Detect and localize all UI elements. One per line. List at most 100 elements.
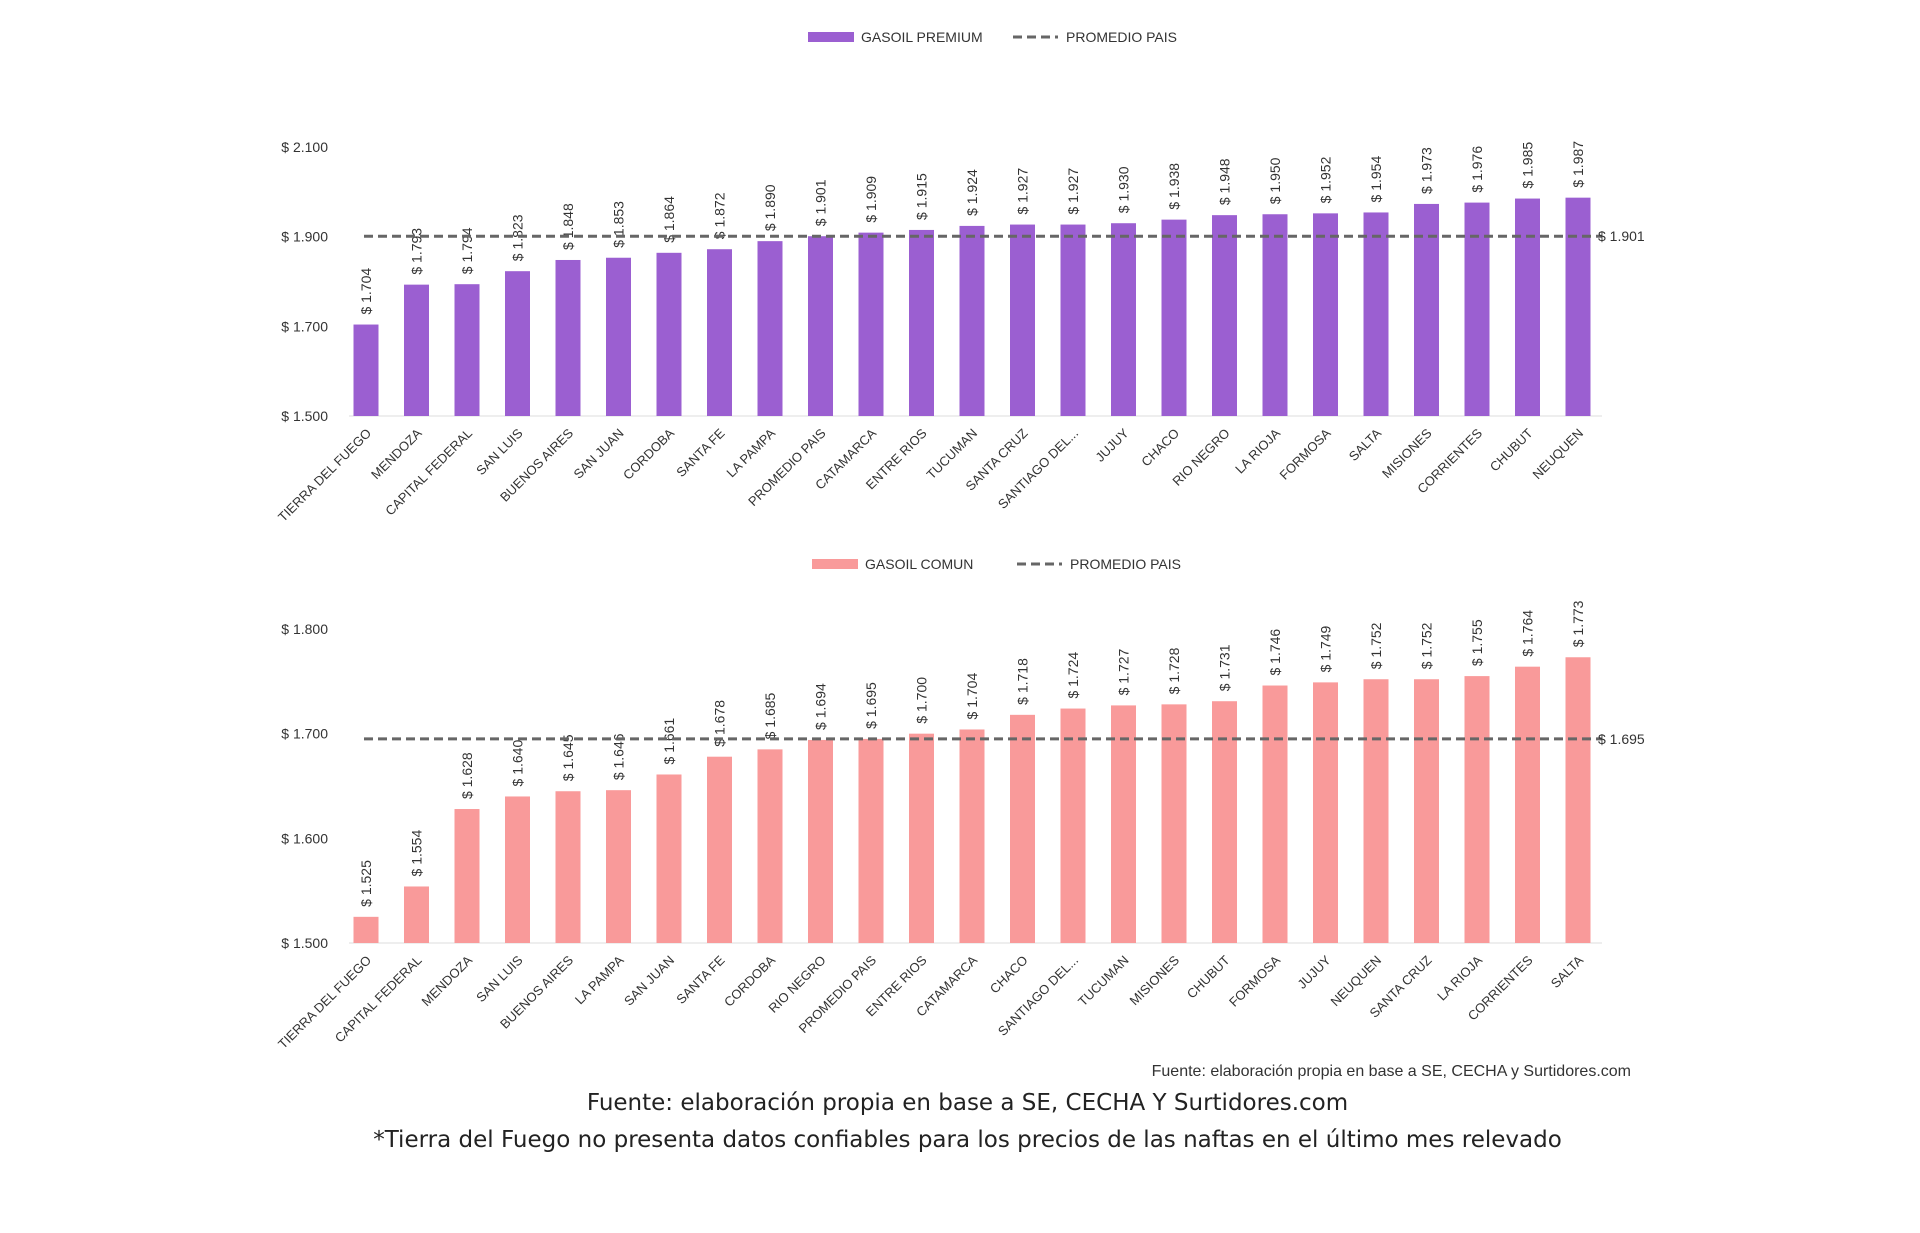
data-label: $ 1.948: [1217, 158, 1233, 205]
x-tick-label: LA PAMPA: [723, 425, 778, 480]
data-label: $ 1.752: [1368, 622, 1384, 669]
bar: [1161, 219, 1187, 416]
bar: [1111, 223, 1136, 416]
bar: [1313, 213, 1338, 416]
legend-label: PROMEDIO PAIS: [1066, 29, 1177, 45]
data-label: $ 1.554: [409, 830, 425, 877]
x-tick-label: TUCUMAN: [1075, 953, 1132, 1010]
data-label: $ 1.525: [358, 860, 374, 907]
bar: [1262, 685, 1288, 943]
bar: [707, 249, 732, 416]
bar: [1262, 214, 1288, 416]
x-tick-label: LA RIOJA: [1434, 952, 1485, 1003]
bar: [1565, 657, 1591, 943]
bar: [1464, 676, 1490, 943]
bar: [1515, 666, 1540, 943]
bar: [959, 729, 985, 943]
legend-label: GASOIL PREMIUM: [861, 29, 983, 45]
x-tick-label: CHACO: [987, 953, 1031, 997]
data-label: $ 1.727: [1116, 648, 1132, 695]
average-label: $ 1.901: [1598, 228, 1645, 244]
bar: [909, 229, 934, 416]
data-label: $ 1.764: [1520, 610, 1536, 657]
bar: [959, 225, 985, 416]
data-label: $ 1.661: [661, 718, 677, 765]
x-tick-label: JUJUY: [1294, 952, 1333, 991]
data-label: $ 1.927: [1065, 168, 1081, 215]
data-label: $ 1.985: [1520, 142, 1536, 189]
data-label: $ 1.901: [813, 179, 829, 226]
x-tick-label: SALTA: [1548, 952, 1587, 991]
data-label: $ 1.973: [1419, 147, 1435, 194]
data-label: $ 1.704: [358, 268, 374, 315]
x-tick-label: FORMOSA: [1277, 425, 1334, 482]
bar: [1111, 705, 1136, 943]
bar: [555, 259, 581, 416]
average-label: $ 1.695: [1598, 731, 1645, 747]
data-label: $ 1.755: [1469, 619, 1485, 666]
bar: [808, 236, 833, 416]
bar: [505, 796, 530, 943]
data-label: $ 1.752: [1419, 622, 1435, 669]
bar: [1363, 679, 1389, 943]
data-label: $ 1.704: [964, 673, 980, 720]
bar: [1464, 202, 1490, 416]
y-tick-label: $ 1.500: [281, 935, 328, 951]
x-tick-label: CHACO: [1138, 426, 1182, 470]
y-tick-label: $ 1.900: [281, 229, 328, 245]
bar: [707, 756, 732, 943]
data-label: $ 1.678: [712, 700, 728, 747]
data-label: $ 1.731: [1217, 644, 1233, 691]
y-tick-label: $ 1.600: [281, 830, 328, 846]
y-tick-label: $ 1.700: [281, 726, 328, 742]
x-tick-label: LA RIOJA: [1232, 425, 1283, 476]
footer-source: Fuente: elaboración propia en base a SE,…: [586, 1090, 1349, 1116]
data-label: $ 1.645: [560, 734, 576, 781]
x-tick-label: CORDOBA: [620, 425, 677, 482]
data-label: $ 1.950: [1267, 157, 1283, 204]
data-label: $ 1.924: [964, 169, 980, 216]
bar: [1414, 679, 1439, 943]
bar: [404, 886, 429, 943]
y-tick-label: $ 1.800: [281, 621, 328, 637]
legend-swatch: [808, 32, 854, 42]
data-label: $ 1.938: [1166, 163, 1182, 210]
bar: [858, 738, 884, 943]
data-label: $ 1.724: [1065, 652, 1081, 699]
data-label: $ 1.872: [712, 192, 728, 239]
x-tick-label: JUJUY: [1092, 425, 1131, 464]
bar: [1212, 701, 1237, 943]
data-label: $ 1.628: [459, 752, 475, 799]
y-tick-label: $ 1.500: [281, 408, 328, 424]
data-label: $ 1.773: [1570, 600, 1586, 647]
bar: [1363, 212, 1389, 416]
x-tick-label: SANTA FE: [673, 425, 728, 480]
legend-swatch: [812, 559, 858, 569]
data-label: $ 1.728: [1166, 647, 1182, 694]
data-label: $ 1.853: [611, 201, 627, 248]
x-tick-label: CHUBUT: [1487, 425, 1536, 474]
x-tick-label: SAN LUIS: [473, 425, 526, 478]
x-tick-label: MENDOZA: [419, 952, 476, 1009]
x-tick-label: SALTA: [1346, 425, 1385, 464]
data-label: $ 1.718: [1015, 658, 1031, 705]
data-label: $ 1.749: [1318, 625, 1334, 672]
x-tick-label: SAN JUAN: [571, 426, 627, 482]
bar: [1060, 224, 1086, 416]
x-tick-label: CAPITAL FEDERAL: [382, 426, 475, 519]
data-label: $ 1.976: [1469, 146, 1485, 193]
bar: [1161, 704, 1187, 943]
bar: [808, 739, 833, 943]
data-label: $ 1.793: [409, 228, 425, 275]
data-label: $ 1.954: [1368, 156, 1384, 203]
bar: [1060, 708, 1086, 943]
data-label: $ 1.646: [611, 733, 627, 780]
data-label: $ 1.930: [1116, 166, 1132, 213]
data-label: $ 1.746: [1267, 629, 1283, 676]
data-label: $ 1.640: [510, 740, 526, 787]
data-label: $ 1.794: [459, 227, 475, 274]
data-label: $ 1.695: [863, 682, 879, 729]
bar: [555, 791, 581, 943]
bar: [1010, 224, 1035, 416]
x-tick-label: SAN LUIS: [473, 952, 526, 1005]
